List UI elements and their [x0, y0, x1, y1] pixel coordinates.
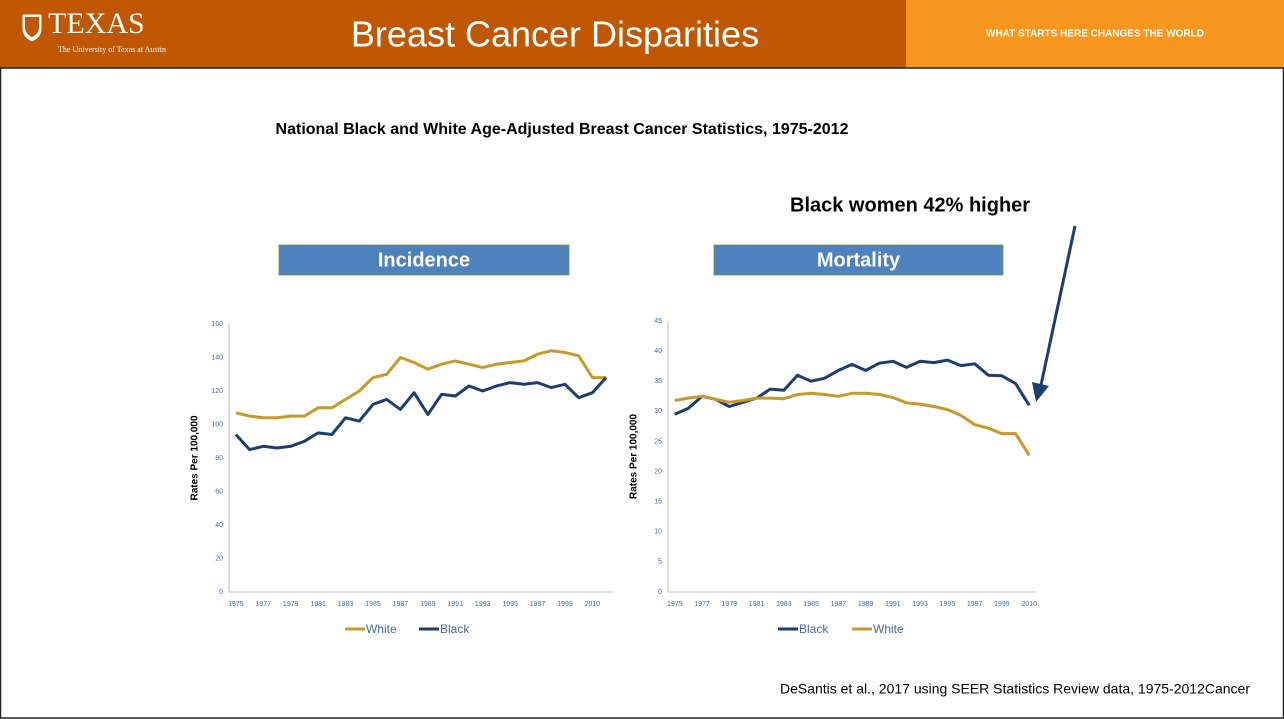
x-tick-label: 2010	[585, 601, 601, 608]
legend-label: White	[873, 622, 904, 636]
series-line	[234, 376, 608, 452]
tagline: WHAT STARTS HERE CHANGES THE WORLD	[986, 29, 1204, 40]
series-line	[674, 391, 1031, 457]
y-tick-label: 160	[211, 321, 223, 328]
x-tick-label: 1979	[722, 601, 738, 608]
x-tick-label: 1987	[831, 601, 847, 608]
x-tick-label: 1981	[749, 601, 765, 608]
x-tick-label: 1975	[228, 601, 244, 608]
citation: DeSantis et al., 2017 using SEER Statist…	[780, 681, 1250, 697]
arrow-head	[1032, 382, 1049, 402]
y-tick-label: 35	[654, 378, 662, 385]
annotation: Black women 42% higher	[790, 194, 1030, 216]
y-tick-label: 40	[215, 522, 223, 529]
x-tick-label: 2010	[1021, 601, 1037, 608]
y-tick-label: 140	[211, 354, 223, 361]
y-tick-label: 45	[654, 318, 662, 325]
slide-border	[0, 67, 1284, 719]
y-axis-label: Rates Per 100,000	[629, 414, 640, 500]
x-tick-label: 1999	[557, 601, 573, 608]
header-accent	[906, 0, 1284, 68]
y-tick-label: 100	[211, 421, 223, 428]
chart-title: Incidence	[378, 249, 470, 271]
y-tick-label: 120	[211, 388, 223, 395]
slide-title: Breast Cancer Disparities	[351, 14, 759, 55]
y-tick-label: 15	[654, 499, 662, 506]
y-axis-label: Rates Per 100,000	[190, 415, 201, 501]
y-tick-label: 20	[215, 555, 223, 562]
legend-label: Black	[799, 622, 829, 636]
x-tick-label: 1991	[447, 601, 463, 608]
x-tick-label: 1999	[994, 601, 1010, 608]
x-tick-label: 1989	[858, 601, 874, 608]
y-tick-label: 30	[654, 408, 662, 415]
x-tick-label: 1977	[694, 601, 710, 608]
x-tick-label: 1997	[530, 601, 546, 608]
y-tick-label: 60	[215, 488, 223, 495]
x-tick-label: 1983	[338, 601, 354, 608]
x-tick-label: 1995	[940, 601, 956, 608]
logo: TEXAS	[48, 7, 145, 40]
x-tick-label: 1995	[502, 601, 518, 608]
y-tick-label: 0	[219, 589, 223, 596]
chart-title: Mortality	[817, 249, 901, 271]
x-tick-label: 1991	[885, 601, 901, 608]
x-tick-label: 1989	[420, 601, 436, 608]
title-box	[278, 244, 570, 276]
title-box	[713, 244, 1004, 276]
x-tick-label: 1993	[475, 601, 491, 608]
x-tick-label: 1993	[912, 601, 928, 608]
x-tick-label: 1979	[283, 601, 299, 608]
series-line	[674, 358, 1031, 416]
x-tick-label: 1981	[310, 601, 326, 608]
series-line	[235, 349, 607, 420]
x-tick-label: 1983	[776, 601, 792, 608]
y-tick-label: 40	[654, 348, 662, 355]
y-tick-label: 0	[658, 589, 662, 596]
y-tick-label: 10	[654, 529, 662, 536]
arrow	[1039, 225, 1077, 386]
subtitle: National Black and White Age-Adjusted Br…	[276, 121, 849, 138]
x-tick-label: 1985	[365, 601, 381, 608]
legend-label: White	[366, 622, 397, 636]
x-tick-label: 1975	[667, 601, 683, 608]
x-tick-label: 1985	[803, 601, 819, 608]
y-tick-label: 20	[654, 468, 662, 475]
x-tick-label: 1987	[393, 601, 409, 608]
y-tick-label: 80	[215, 455, 223, 462]
y-tick-label: 5	[658, 559, 662, 566]
x-tick-label: 1977	[255, 601, 271, 608]
legend-label: Black	[440, 622, 470, 636]
y-tick-label: 25	[654, 438, 662, 445]
logo-shield-inner	[25, 17, 39, 37]
x-tick-label: 1997	[967, 601, 983, 608]
logo-sub: The University of Texas at Austin	[58, 45, 166, 54]
